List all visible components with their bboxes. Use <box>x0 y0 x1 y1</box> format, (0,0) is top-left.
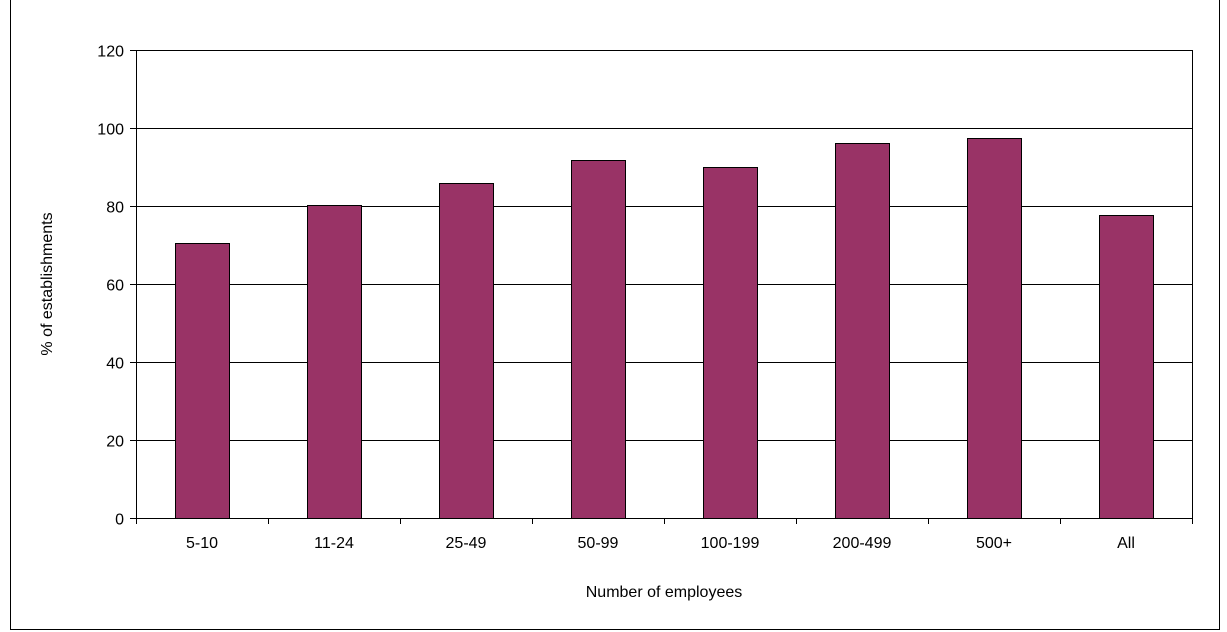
x-tick-label: 500+ <box>976 535 1012 552</box>
gridlines <box>136 50 1192 441</box>
x-tick-label: 200-499 <box>833 535 892 552</box>
y-tick-label: 0 <box>115 512 124 529</box>
bar-200-499 <box>835 143 890 519</box>
y-tick-label: 40 <box>106 356 124 373</box>
bar-all <box>1099 215 1154 519</box>
bar-5-10 <box>175 243 230 519</box>
x-tick-label: 25-49 <box>446 535 487 552</box>
x-tick-label: 5-10 <box>186 535 218 552</box>
bars <box>175 138 1154 519</box>
x-tick-label: 100-199 <box>701 535 760 552</box>
bar-25-49 <box>439 183 494 519</box>
y-tick-label: 80 <box>106 200 124 217</box>
y-axis-title: % of establishments <box>39 212 56 355</box>
y-tick-label: 20 <box>106 434 124 451</box>
bar-11-24 <box>307 205 362 519</box>
x-tick-label: 11-24 <box>314 535 354 552</box>
tick-labels: 0 20 40 60 80 100 120 5-10 11-24 25-49 50-99 100-19… <box>97 44 1135 553</box>
axes <box>130 50 1193 524</box>
y-tick-label: 100 <box>97 122 124 139</box>
bar-100-199 <box>703 167 758 519</box>
bar-50-99 <box>571 160 626 519</box>
y-tick-label: 120 <box>97 44 124 61</box>
bar-500- <box>967 138 1022 519</box>
x-tick-label: 50-99 <box>578 535 619 552</box>
x-axis-title: Number of employees <box>586 584 743 601</box>
y-tick-label: 60 <box>106 278 124 295</box>
x-tick-label: All <box>1117 535 1135 552</box>
